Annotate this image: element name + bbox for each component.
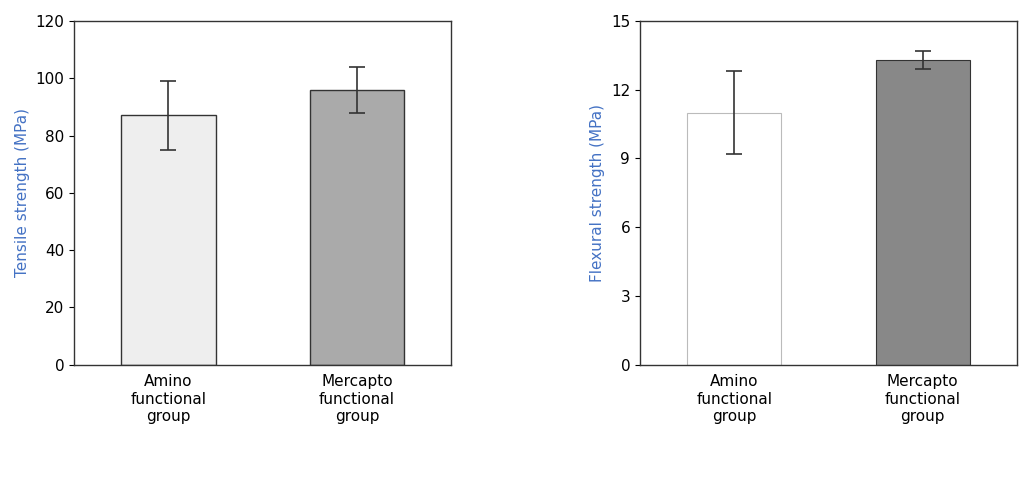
Bar bbox=[310, 90, 405, 364]
Bar bbox=[122, 116, 216, 364]
Bar bbox=[875, 60, 970, 364]
Bar bbox=[687, 113, 781, 364]
Y-axis label: Tensile strength (MPa): Tensile strength (MPa) bbox=[15, 108, 30, 277]
Y-axis label: Flexural strength (MPa): Flexural strength (MPa) bbox=[590, 104, 606, 282]
